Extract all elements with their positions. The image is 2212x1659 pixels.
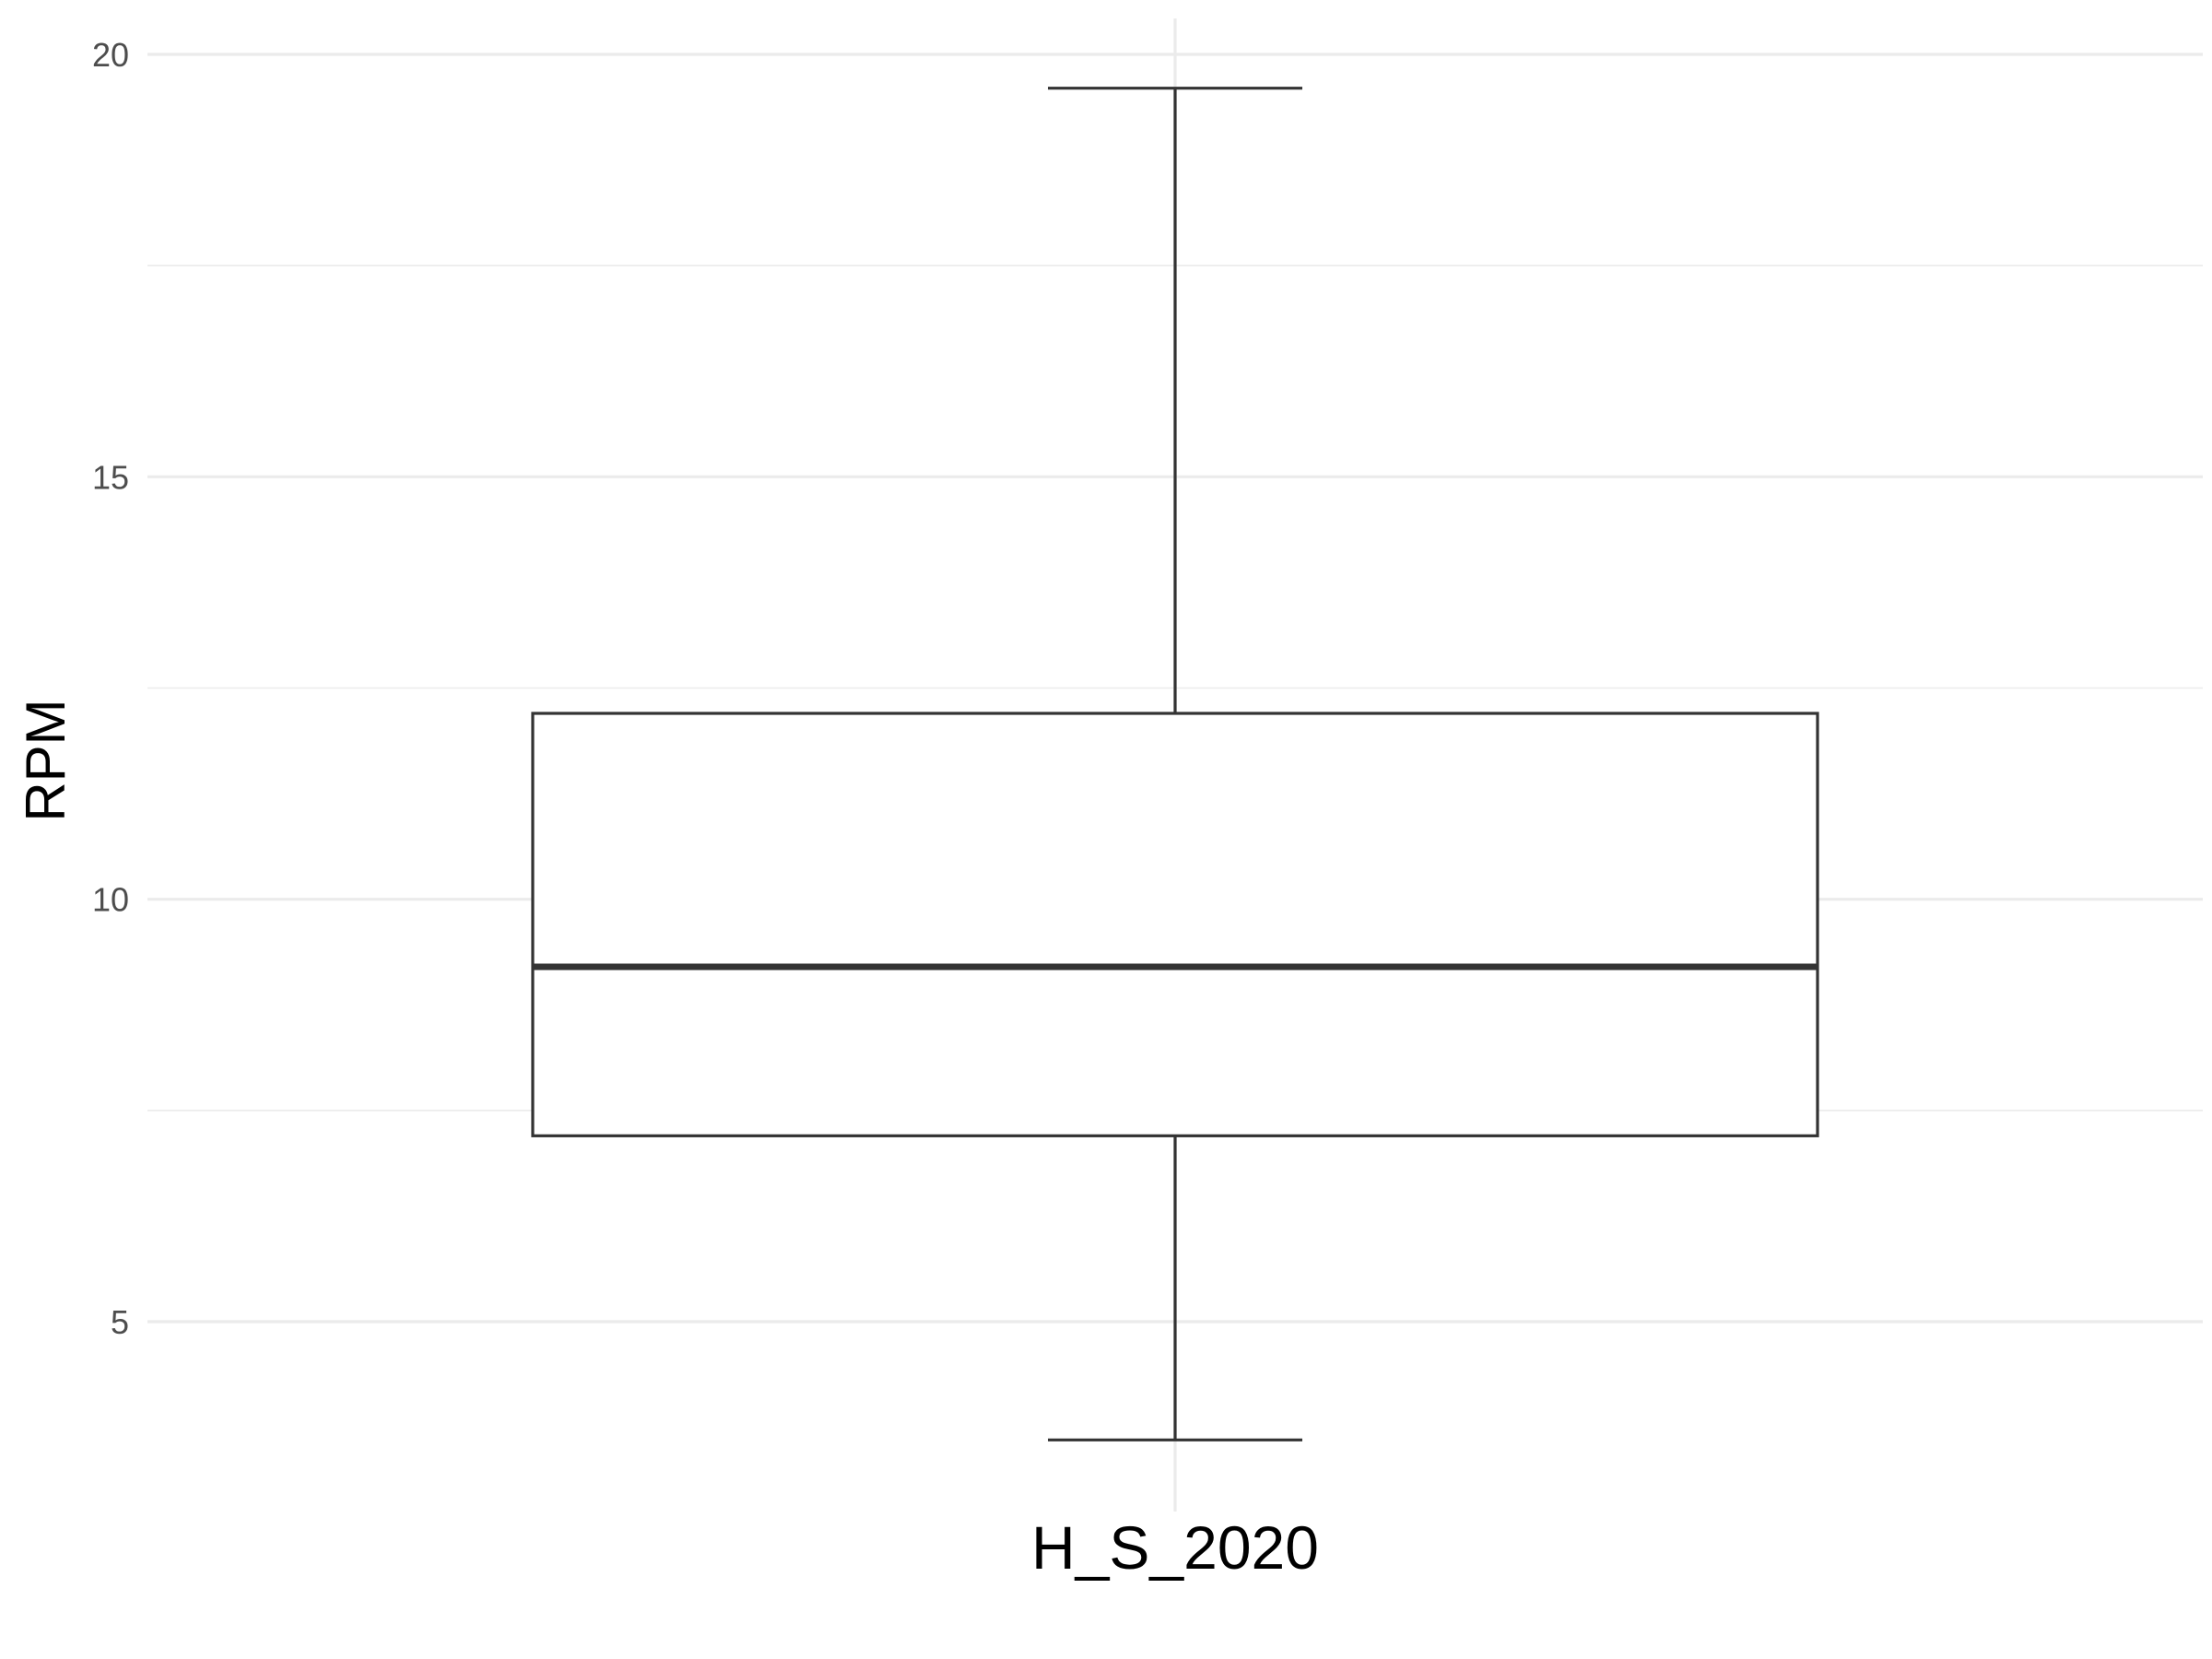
x-tick-label: H_S_2020 [1031,1513,1319,1582]
y-axis-title: RPM [15,699,76,821]
x-tick-labels: H_S_2020 [1031,1513,1319,1582]
y-tick-label: 15 [92,458,129,496]
y-tick-label: 5 [111,1303,129,1341]
y-tick-labels: 5 10 15 20 [92,36,129,1341]
y-tick-label: 10 [92,881,129,919]
iqr-box [531,712,1819,1137]
y-tick-label: 20 [92,36,129,74]
box-layer [531,87,1819,1441]
